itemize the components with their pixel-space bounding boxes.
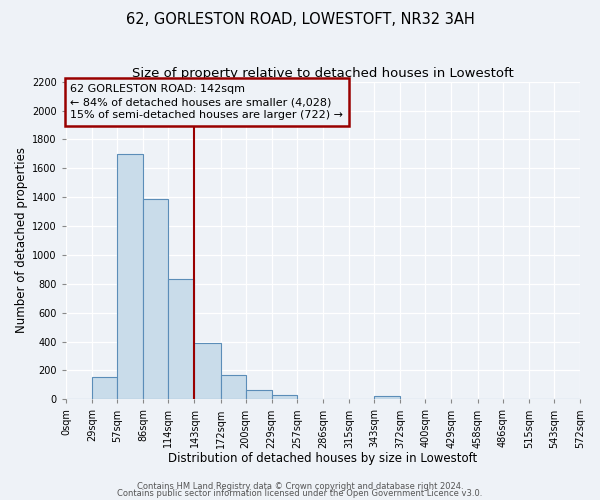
- Text: 62, GORLESTON ROAD, LOWESTOFT, NR32 3AH: 62, GORLESTON ROAD, LOWESTOFT, NR32 3AH: [125, 12, 475, 28]
- Bar: [323, 398, 349, 400]
- Y-axis label: Number of detached properties: Number of detached properties: [15, 148, 28, 334]
- Bar: [272, 395, 297, 400]
- Bar: [117, 154, 143, 400]
- Title: Size of property relative to detached houses in Lowestoft: Size of property relative to detached ho…: [132, 68, 514, 80]
- Bar: [194, 343, 221, 400]
- Bar: [221, 376, 245, 400]
- Text: Contains public sector information licensed under the Open Government Licence v3: Contains public sector information licen…: [118, 489, 482, 498]
- Bar: [374, 396, 400, 400]
- Bar: [297, 398, 323, 400]
- Bar: [245, 390, 272, 400]
- Bar: [92, 377, 117, 400]
- Text: 62 GORLESTON ROAD: 142sqm
← 84% of detached houses are smaller (4,028)
15% of se: 62 GORLESTON ROAD: 142sqm ← 84% of detac…: [70, 84, 343, 120]
- Text: Contains HM Land Registry data © Crown copyright and database right 2024.: Contains HM Land Registry data © Crown c…: [137, 482, 463, 491]
- X-axis label: Distribution of detached houses by size in Lowestoft: Distribution of detached houses by size …: [169, 452, 478, 465]
- Bar: [143, 198, 169, 400]
- Bar: [169, 280, 194, 400]
